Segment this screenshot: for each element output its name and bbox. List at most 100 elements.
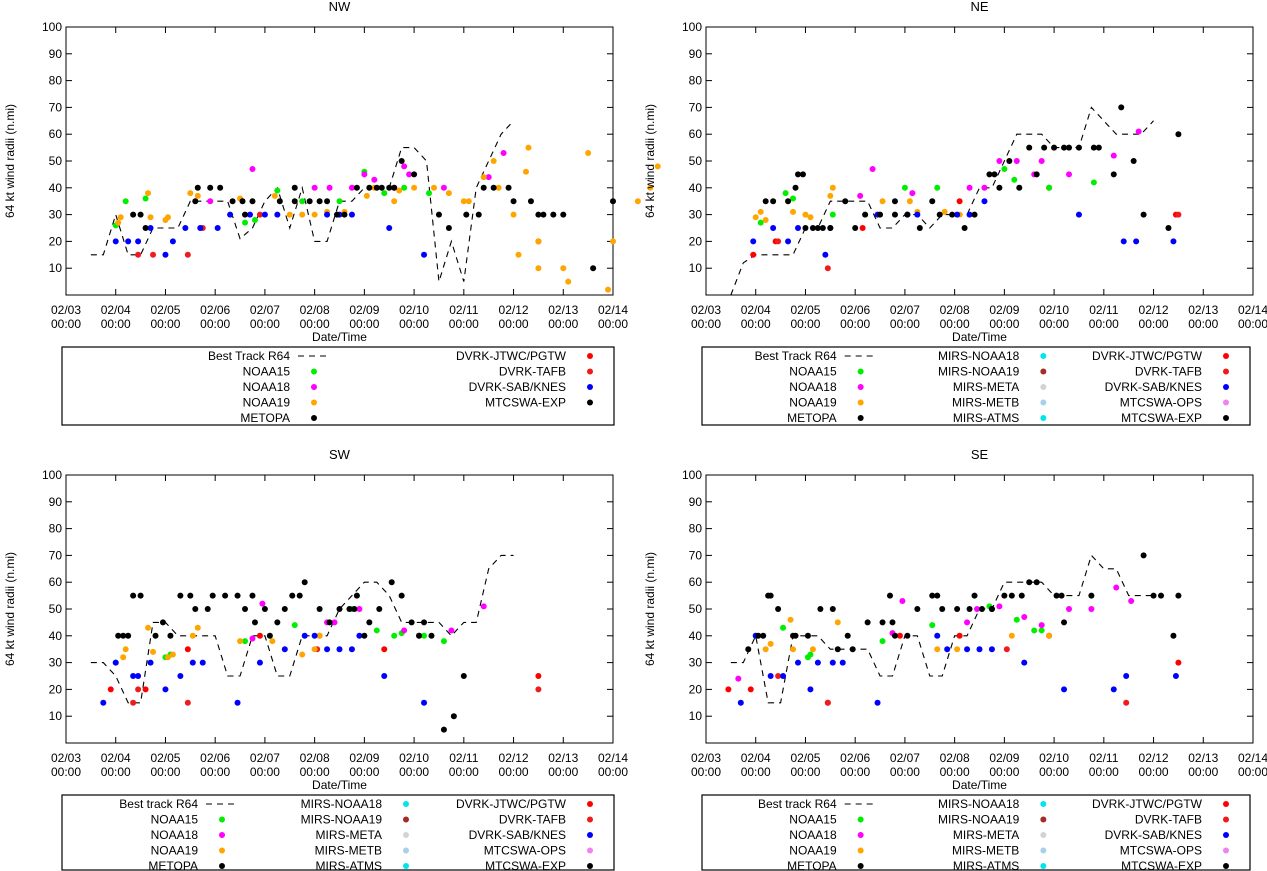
- legend-swatch: [587, 847, 593, 854]
- y-tick-label: 50: [689, 602, 703, 616]
- legend-swatch: [1040, 384, 1047, 390]
- y-tick-label: 60: [689, 127, 703, 141]
- point-mtcswa-exp: [949, 211, 956, 218]
- x-tick-time: 00:00: [51, 765, 81, 779]
- point-noaa19: [117, 214, 124, 221]
- point-mtcswa-exp: [755, 632, 762, 639]
- point-metopa: [341, 211, 348, 218]
- y-tick-label: 20: [689, 682, 703, 696]
- point-dvrk-tafb: [256, 211, 263, 218]
- point-noaa19: [164, 654, 171, 661]
- y-tick-label: 40: [49, 181, 63, 195]
- point-noaa19: [430, 184, 437, 191]
- x-tick-date: 02/12: [499, 303, 529, 317]
- point-noaa19: [535, 238, 542, 245]
- point-noaa19: [934, 646, 941, 653]
- point-mtcswa-exp: [760, 632, 767, 639]
- legend-swatch: [1223, 863, 1229, 869]
- point-mtcswa-exp: [130, 592, 137, 599]
- y-tick-label: 30: [689, 208, 703, 222]
- legend-swatch: [1040, 816, 1047, 823]
- point-dvrk-sab-knes: [874, 699, 881, 706]
- point-noaa19: [585, 149, 592, 156]
- point-mtcswa-exp: [326, 619, 333, 626]
- y-tick-label: 10: [689, 261, 703, 275]
- point-mtcswa-exp: [914, 606, 921, 612]
- legend-label: MIRS-METB: [952, 396, 1019, 410]
- x-tick-date: 02/03: [51, 303, 81, 317]
- point-mtcswa-exp: [590, 265, 597, 272]
- point-noaa18: [1110, 152, 1117, 159]
- x-tick-time: 00:00: [449, 765, 479, 779]
- point-mtcswa-exp: [316, 606, 323, 612]
- point-mtcswa-exp: [745, 646, 752, 653]
- point-dvrk-tafb: [150, 251, 157, 258]
- x-tick-time: 00:00: [1089, 765, 1119, 779]
- point-dvrk-sab-knes: [112, 659, 119, 666]
- legend-swatch: [1040, 847, 1047, 854]
- x-tick-date: 02/11: [1089, 751, 1118, 765]
- x-tick-time: 00:00: [840, 317, 870, 331]
- point-mtcswa-exp: [336, 606, 343, 612]
- point-dvrk-sab-knes: [177, 673, 184, 679]
- legend-swatch: [1040, 415, 1047, 421]
- x-tick-time: 00:00: [1139, 317, 1169, 331]
- legend-label: MIRS-NOAA18: [938, 797, 1020, 811]
- point-dvrk-sab-knes: [162, 686, 169, 693]
- x-tick-date: 02/03: [691, 751, 721, 765]
- point-noaa19: [906, 198, 913, 205]
- point-mtcswa-exp: [785, 198, 792, 205]
- point-mtcswa-exp: [115, 632, 122, 639]
- point-noaa15: [299, 198, 306, 205]
- point-mtcswa-exp: [130, 211, 137, 218]
- point-dvrk-sab-knes: [1110, 686, 1117, 693]
- point-dvrk-sab-knes: [839, 659, 846, 666]
- legend-label: DVRK-SAB/KNES: [469, 828, 566, 842]
- point-noaa18: [1021, 614, 1028, 621]
- x-tick-time: 00:00: [548, 765, 578, 779]
- x-tick-date: 02/05: [790, 751, 820, 765]
- point-mtcswa-exp: [1110, 171, 1117, 178]
- legend-swatch: [587, 863, 593, 869]
- point-mtcswa-exp: [978, 606, 985, 612]
- x-tick-time: 00:00: [349, 765, 379, 779]
- legend-label: METOPA: [787, 411, 837, 425]
- point-noaa18: [311, 184, 318, 191]
- legend-swatch: [1040, 399, 1047, 406]
- point-noaa18: [326, 184, 333, 191]
- legend-swatch: [219, 847, 225, 854]
- y-axis-label: 64 kt wind radii (n.mi): [643, 552, 657, 666]
- legend-swatch: [857, 368, 864, 375]
- point-mtcswa-exp: [386, 184, 393, 191]
- point-noaa19: [1046, 632, 1053, 639]
- y-tick-label: 90: [689, 495, 703, 509]
- point-noaa18: [981, 184, 988, 191]
- x-tick-time: 00:00: [989, 317, 1019, 331]
- point-noaa15: [251, 216, 258, 223]
- x-tick-date: 02/09: [349, 751, 379, 765]
- point-noaa18: [1013, 158, 1020, 164]
- point-mtcswa-exp: [1006, 158, 1013, 164]
- point-noaa18: [1113, 584, 1120, 591]
- point-mtcswa-exp: [411, 171, 418, 178]
- point-metopa: [142, 225, 149, 231]
- legend-label: NOAA19: [243, 396, 291, 410]
- point-mtcswa-exp: [366, 184, 373, 191]
- x-tick-time: 00:00: [1188, 317, 1218, 331]
- x-tick-date: 02/06: [200, 303, 230, 317]
- point-mtcswa-exp: [234, 592, 241, 599]
- chart-title: NE: [970, 0, 988, 14]
- x-tick-time: 00:00: [1139, 765, 1169, 779]
- point-dvrk-sab-knes: [130, 673, 137, 679]
- point-mtcswa-exp: [1150, 592, 1157, 599]
- legend-label: MTCSWA-OPS: [1120, 396, 1202, 410]
- point-dvrk-sab-knes: [914, 211, 921, 218]
- point-mtcswa-exp: [376, 606, 383, 612]
- point-dvrk-jtwc-pgtw: [256, 632, 263, 639]
- point-mtcswa-exp: [550, 211, 557, 218]
- point-mtcswa-exp: [266, 632, 273, 639]
- point-noaa19: [120, 654, 127, 661]
- point-noaa15: [1038, 627, 1045, 634]
- x-tick-time: 00:00: [548, 317, 578, 331]
- plot-frame: [65, 26, 614, 296]
